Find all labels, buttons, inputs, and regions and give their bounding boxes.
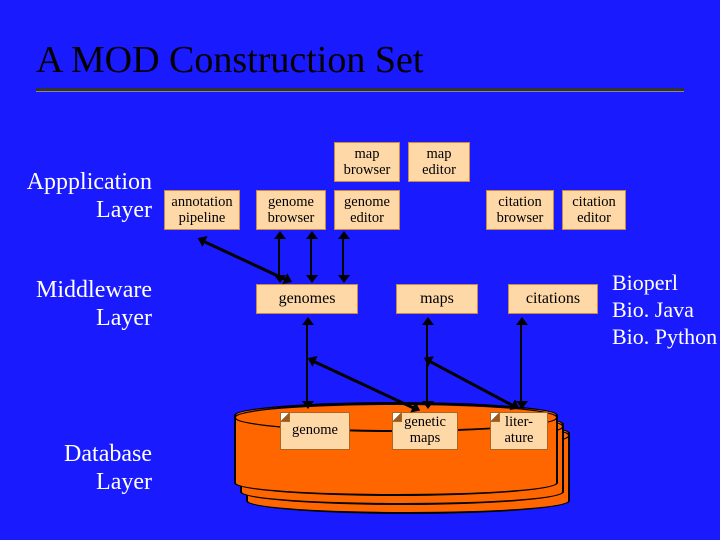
box-map-editor: map editor — [408, 142, 470, 182]
side-bio-libs: Bioperl Bio. Java Bio. Python — [612, 270, 720, 350]
box-citations: citations — [508, 284, 598, 314]
title-underline — [36, 88, 684, 92]
arrow-genome-editor-genomes-2 — [342, 238, 344, 276]
db-box-genome: genome — [280, 412, 350, 450]
label-database-layer: Database Layer — [16, 440, 152, 497]
arrow-maps-literature — [429, 360, 513, 406]
db-literature-label: liter- ature — [505, 415, 534, 447]
box-genome-editor: genome editor — [334, 190, 400, 230]
arrow-genome-browser-genomes — [278, 238, 280, 276]
box-maps: maps — [396, 284, 478, 314]
arrow-citations-db — [520, 324, 522, 402]
db-genome-label: genome — [292, 423, 338, 439]
fold-icon — [281, 413, 290, 422]
db-box-literature: liter- ature — [490, 412, 548, 450]
box-citation-editor: citation editor — [562, 190, 626, 230]
db-box-genetic-maps: genetic maps — [392, 412, 458, 450]
box-citation-browser: citation browser — [486, 190, 554, 230]
box-map-browser: map browser — [334, 142, 400, 182]
label-application-layer: Appplication Layer — [16, 168, 152, 225]
box-genomes: genomes — [256, 284, 358, 314]
box-genome-browser: genome browser — [256, 190, 326, 230]
page-title: A MOD Construction Set — [36, 38, 423, 82]
label-middleware-layer: Middleware Layer — [16, 276, 152, 333]
arrow-annotation-genomes — [203, 240, 286, 280]
arrow-genome-editor-genomes — [310, 238, 312, 276]
fold-icon — [393, 413, 402, 422]
db-geneticmaps-label: genetic maps — [404, 415, 446, 447]
fold-icon — [491, 413, 500, 422]
box-annotation-pipeline: annotation pipeline — [164, 190, 240, 230]
